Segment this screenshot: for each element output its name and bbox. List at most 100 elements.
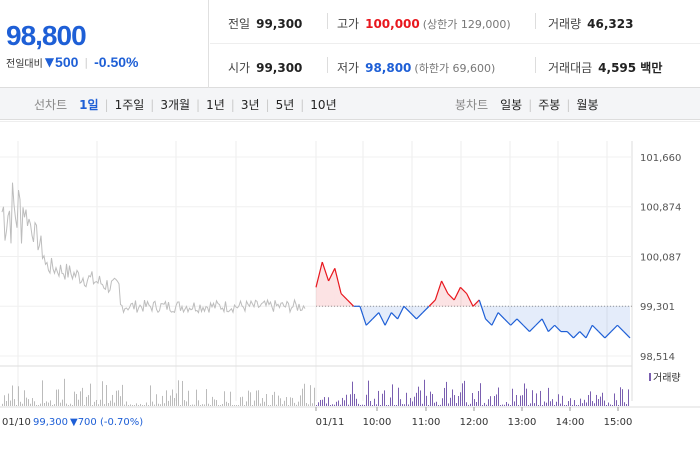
volume-bar	[150, 385, 151, 406]
tab-5y[interactable]: 5년	[276, 96, 295, 113]
volume-bar	[72, 405, 73, 406]
volume-bar	[284, 401, 285, 406]
volume-bar	[34, 401, 35, 406]
prev-day-change: ▼700 (-0.70%)	[70, 417, 143, 428]
volume-bar	[452, 389, 453, 406]
volume-bar	[44, 403, 45, 406]
volume-bar	[494, 396, 495, 406]
divider	[535, 57, 536, 73]
volume-bar	[342, 398, 343, 406]
volume-bar	[390, 397, 391, 406]
volume-bar	[26, 398, 27, 406]
tab-1d[interactable]: 1일	[79, 96, 98, 113]
tab-1y[interactable]: 1년	[206, 96, 225, 113]
volume-bar	[36, 405, 37, 406]
volume-bar	[622, 389, 623, 406]
volume-bar	[340, 405, 341, 406]
volume-bar	[434, 403, 435, 406]
volume-bar	[424, 380, 425, 406]
volume-bar	[230, 392, 231, 406]
volume-bar	[578, 405, 579, 406]
volume-bar	[552, 399, 553, 406]
volume-bar	[376, 404, 377, 406]
volume-bar	[304, 384, 305, 406]
stat-label: 저가	[337, 61, 359, 75]
volume-bar	[168, 401, 169, 406]
volume-bar	[566, 405, 567, 406]
volume-bar	[310, 385, 311, 406]
volume-bar	[96, 400, 97, 406]
volume-bar	[252, 405, 253, 406]
volume-bar	[320, 400, 321, 406]
volume-bar	[582, 403, 583, 406]
volume-bar	[412, 401, 413, 406]
volume-bar	[70, 404, 71, 406]
volume-bar	[594, 403, 595, 406]
volume-bar	[504, 405, 505, 406]
volume-bar	[130, 404, 131, 406]
volume-bar	[62, 400, 63, 406]
volume-bar	[260, 404, 261, 406]
tab-separator: |	[150, 98, 154, 112]
volume-bar	[360, 405, 361, 406]
stat-label: 시가	[228, 61, 250, 75]
divider	[327, 57, 328, 73]
volume-bar	[502, 405, 503, 406]
volume-bar	[166, 390, 167, 406]
tab-daily[interactable]: 일봉	[500, 96, 522, 113]
x-tick-label: 10:00	[363, 417, 392, 428]
volume-bar	[446, 382, 447, 406]
volume-bar	[344, 400, 345, 406]
volume-bar	[228, 403, 229, 406]
volume-bar	[432, 394, 433, 406]
tab-3y[interactable]: 3년	[241, 96, 260, 113]
tab-monthly[interactable]: 월봉	[576, 96, 598, 113]
volume-bar	[332, 404, 333, 406]
volume-bar	[484, 403, 485, 406]
volume-bar	[530, 403, 531, 406]
x-tick-label: 13:00	[508, 417, 537, 428]
volume-bar	[592, 401, 593, 406]
volume-bar	[500, 405, 501, 406]
candle-chart-title: 봉차트	[455, 96, 488, 113]
volume-bar	[20, 402, 21, 406]
volume-bar	[180, 405, 181, 406]
volume-bar	[22, 404, 23, 406]
tab-1w[interactable]: 1주일	[115, 96, 145, 113]
volume-bar	[522, 395, 523, 406]
volume-bar	[196, 390, 197, 406]
volume-bar	[86, 397, 87, 406]
volume-bar	[106, 385, 107, 406]
volume-bar	[262, 398, 263, 406]
volume-bar	[308, 404, 309, 406]
volume-bar	[210, 405, 211, 406]
volume-bar	[132, 405, 133, 406]
volume-bar	[226, 402, 227, 406]
volume-bar	[38, 405, 39, 406]
volume-bar	[216, 400, 217, 406]
volume-bar	[520, 396, 521, 406]
tab-10y[interactable]: 10년	[310, 96, 336, 113]
volume-bar	[134, 405, 135, 406]
volume-bar	[28, 399, 29, 406]
volume-bar	[194, 405, 195, 406]
volume-bar	[392, 384, 393, 406]
volume-bar	[438, 405, 439, 406]
volume-bar	[496, 394, 497, 406]
volume-bar	[212, 397, 213, 406]
volume-legend-swatch	[649, 373, 651, 381]
tab-3m[interactable]: 3개월	[160, 96, 190, 113]
volume-bar	[198, 400, 199, 406]
volume-bar	[92, 405, 93, 406]
volume-bar	[172, 390, 173, 406]
volume-bar	[468, 405, 469, 406]
volume-bar	[102, 381, 103, 406]
area-fill-segment	[561, 306, 567, 331]
volume-bar	[234, 405, 235, 406]
volume-bar	[192, 405, 193, 406]
tab-weekly[interactable]: 주봉	[538, 96, 560, 113]
volume-bar	[576, 405, 577, 406]
divider	[535, 13, 536, 29]
